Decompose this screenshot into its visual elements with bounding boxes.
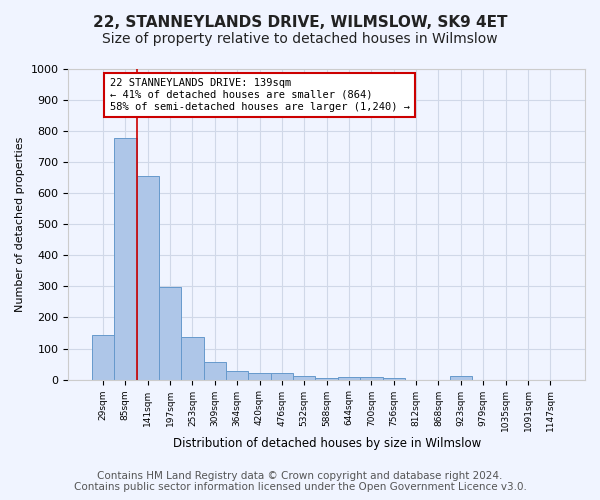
Bar	[226, 370, 248, 380]
Bar	[316, 378, 338, 380]
Bar	[203, 362, 226, 380]
Bar	[137, 176, 159, 380]
Bar	[181, 336, 203, 380]
Bar	[114, 138, 137, 380]
Y-axis label: Number of detached properties: Number of detached properties	[15, 136, 25, 312]
Bar	[293, 376, 316, 380]
Bar	[449, 376, 472, 380]
Bar	[338, 378, 360, 380]
Text: Contains HM Land Registry data © Crown copyright and database right 2024.
Contai: Contains HM Land Registry data © Crown c…	[74, 471, 526, 492]
X-axis label: Distribution of detached houses by size in Wilmslow: Distribution of detached houses by size …	[173, 437, 481, 450]
Text: 22 STANNEYLANDS DRIVE: 139sqm
← 41% of detached houses are smaller (864)
58% of : 22 STANNEYLANDS DRIVE: 139sqm ← 41% of d…	[110, 78, 410, 112]
Bar	[159, 287, 181, 380]
Bar	[360, 378, 383, 380]
Bar	[92, 335, 114, 380]
Text: 22, STANNEYLANDS DRIVE, WILMSLOW, SK9 4ET: 22, STANNEYLANDS DRIVE, WILMSLOW, SK9 4E…	[93, 15, 507, 30]
Bar	[248, 373, 271, 380]
Bar	[271, 373, 293, 380]
Bar	[383, 378, 405, 380]
Text: Size of property relative to detached houses in Wilmslow: Size of property relative to detached ho…	[102, 32, 498, 46]
